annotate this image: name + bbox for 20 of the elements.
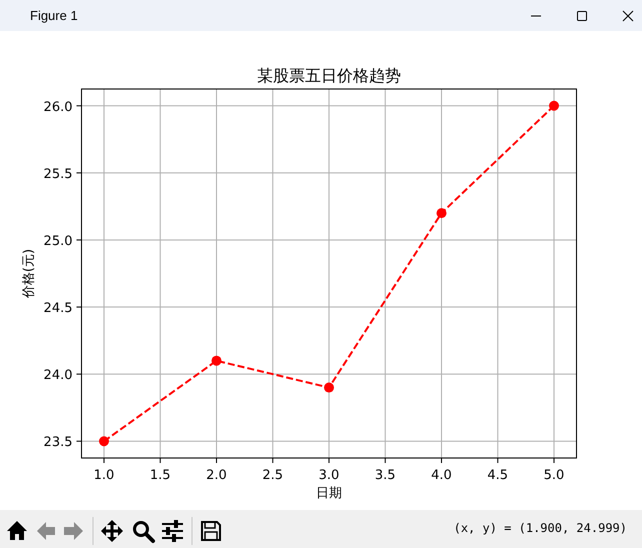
y-tick-label: 24.0 bbox=[44, 368, 72, 384]
x-tick-label: 2.5 bbox=[262, 468, 284, 483]
x-tick-label: 3.5 bbox=[374, 468, 396, 483]
x-tick-label: 4.5 bbox=[487, 468, 508, 483]
y-tick-label: 25.5 bbox=[44, 166, 72, 182]
annotation: (x, y) = (1.900, 24.999) bbox=[454, 521, 627, 535]
x-tick-label: 1.5 bbox=[150, 468, 171, 483]
y-tick-label: 26.0 bbox=[44, 100, 72, 115]
x-tick-label: 4.0 bbox=[431, 468, 452, 483]
x-tick-label: 2.0 bbox=[206, 468, 227, 483]
y-tick-label: 25.0 bbox=[44, 234, 72, 249]
x-axis-title: 日期 bbox=[316, 486, 342, 501]
x-tick-label: 1.0 bbox=[94, 468, 114, 483]
y-tick-label: 23.5 bbox=[44, 435, 72, 450]
y-axis-title: 价格(元) bbox=[22, 248, 36, 298]
x-tick-label: 3.0 bbox=[318, 468, 340, 483]
annotation: Figure 1 bbox=[30, 8, 78, 23]
y-tick-label: 24.5 bbox=[44, 301, 72, 316]
x-tick-label: 5.0 bbox=[544, 468, 564, 483]
title: 某股票五日价格趋势 bbox=[257, 66, 401, 85]
